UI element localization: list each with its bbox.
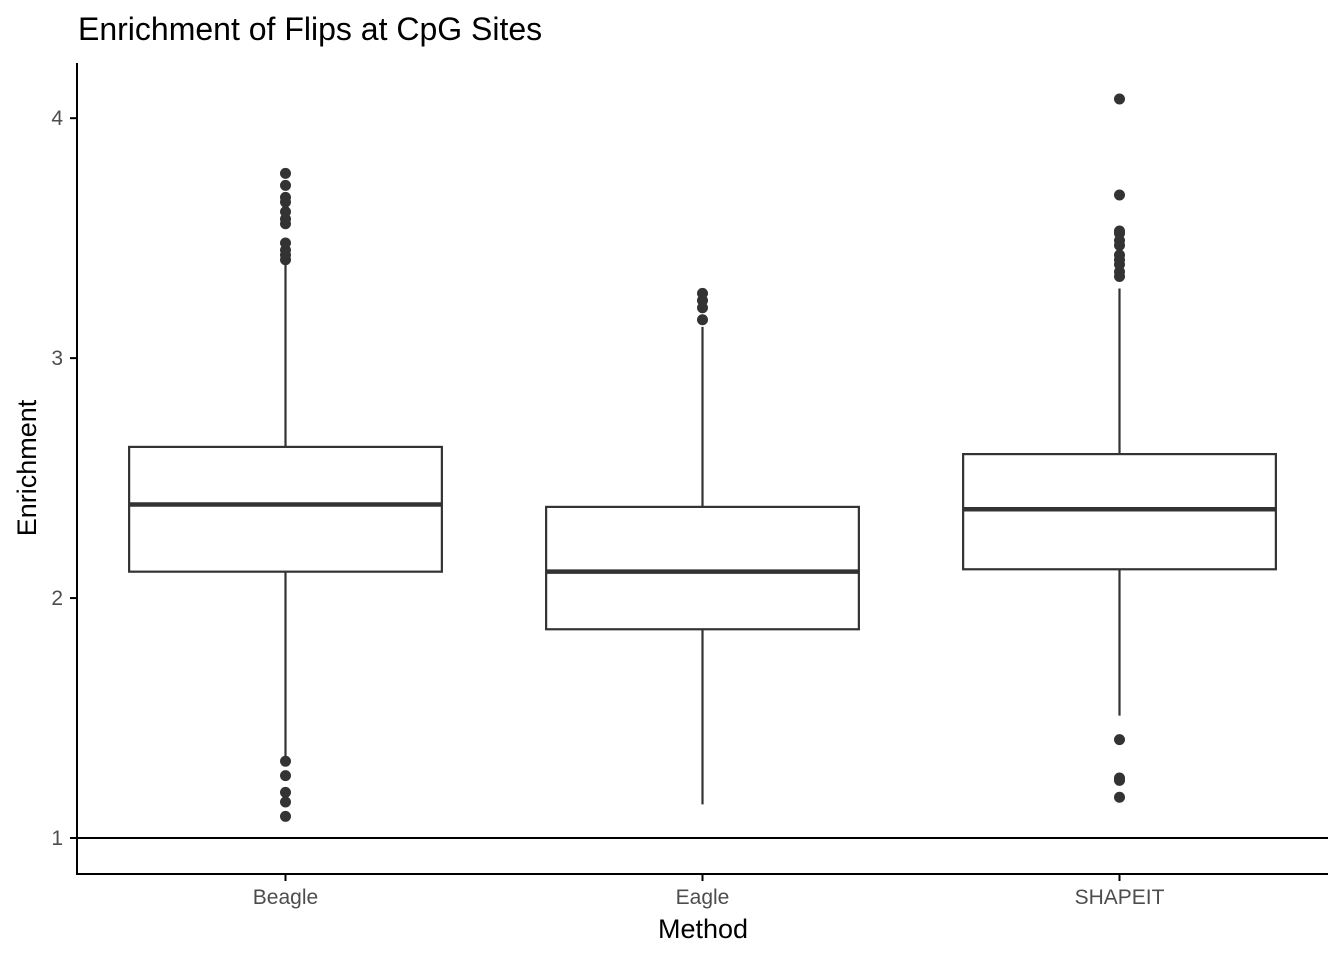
y-tick-label: 4 <box>51 107 63 130</box>
y-tick-label: 1 <box>51 827 63 850</box>
chart-title: Enrichment of Flips at CpG Sites <box>78 11 542 47</box>
outlier-point <box>280 755 291 767</box>
outlier-point <box>280 167 291 179</box>
chart-marks: 1 2 3 4 Beagle Eagle SHAPEIT <box>51 93 1328 909</box>
outlier-point <box>280 191 291 203</box>
box <box>962 453 1277 571</box>
outlier-point <box>280 810 291 822</box>
x-tick-label: Beagle <box>253 886 318 909</box>
outlier-point <box>697 287 708 299</box>
outlier-point <box>1114 225 1125 237</box>
outlier-point <box>1114 189 1125 201</box>
outlier-point <box>697 314 708 326</box>
outlier-point <box>1114 791 1125 803</box>
y-tick-label: 3 <box>51 347 63 370</box>
y-axis-title: Enrichment <box>12 399 42 536</box>
x-tick-label: SHAPEIT <box>1075 886 1165 909</box>
x-axis-title: Method <box>658 914 748 944</box>
outlier-point <box>1114 249 1125 261</box>
box <box>128 445 443 573</box>
box <box>545 505 860 631</box>
outlier-point <box>280 206 291 218</box>
outlier-point <box>280 786 291 798</box>
y-tick-label: 2 <box>51 587 63 610</box>
x-tick-label: Eagle <box>676 886 730 909</box>
outlier-point <box>280 770 291 782</box>
outlier-point <box>1114 734 1125 746</box>
outlier-point <box>1114 772 1125 784</box>
outlier-point <box>280 179 291 191</box>
outlier-point <box>280 237 291 249</box>
outlier-point <box>280 796 291 808</box>
outlier-point <box>1114 93 1125 105</box>
